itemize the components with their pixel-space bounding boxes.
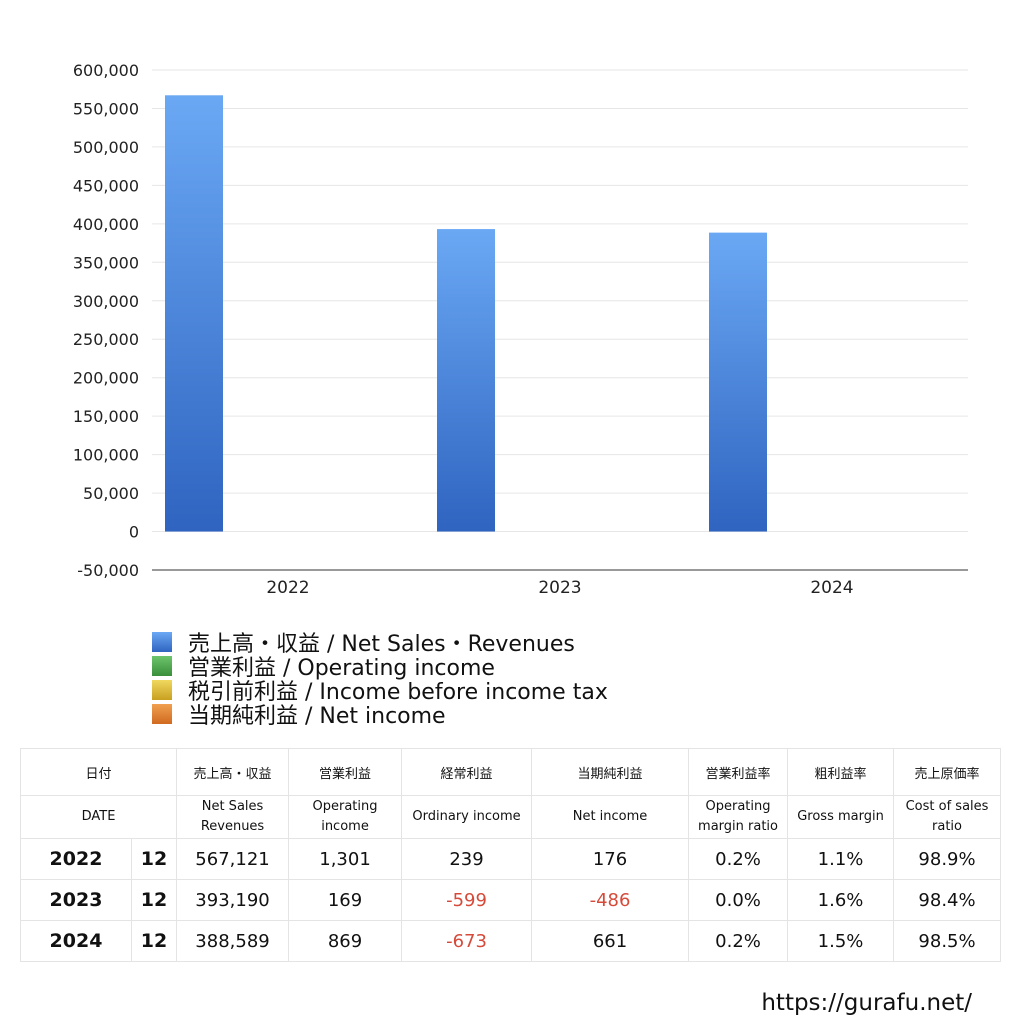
header-op-margin-jp: 営業利益率	[688, 748, 789, 796]
y-tick-label: 250,000	[73, 330, 139, 349]
y-tick-label: 400,000	[73, 215, 139, 234]
legend-item: 税引前利益 / Income before income tax	[152, 678, 608, 705]
header-row-jp: 日付 売上高・収益 営業利益 経常利益 当期純利益 営業利益率 粗利益率 売上原…	[19, 748, 1002, 796]
cell-month: 12	[130, 920, 178, 962]
y-tick-label: 100,000	[73, 446, 139, 465]
cell-cost: 98.5%	[893, 920, 1002, 962]
cell-gross: 1.1%	[787, 838, 895, 880]
y-tick-label: 600,000	[73, 61, 139, 80]
legend-item: 売上高・収益 / Net Sales・Revenues	[152, 630, 608, 657]
y-axis-ticks: 600,000 550,000 500,000 450,000 400,000 350,0…	[73, 61, 139, 580]
legend-swatch-operating	[152, 656, 172, 676]
legend-item: 営業利益 / Operating income	[152, 654, 608, 681]
table-row: 2024 12 388,589 869 -673 661 0.2% 1.5% 9…	[20, 920, 1002, 962]
header-date-jp: 日付	[19, 748, 178, 796]
header-cost-en: Cost of sales ratio	[893, 795, 1002, 839]
site-url[interactable]: https://gurafu.net/	[761, 990, 972, 1016]
cell-net: 176	[531, 838, 690, 880]
table-row: 2023 12 393,190 169 -599 -486 0.0% 1.6% …	[20, 879, 1002, 921]
header-sales-en: Net Sales Revenues	[176, 795, 290, 839]
cell-month: 12	[130, 838, 178, 880]
cell-gross: 1.5%	[787, 920, 895, 962]
cell-operating: 1,301	[288, 838, 403, 880]
cell-net: -486	[531, 879, 690, 921]
y-tick-label: 350,000	[73, 253, 139, 272]
cell-ordinary: -599	[401, 879, 533, 921]
header-sales-jp: 売上高・収益	[176, 748, 290, 796]
cell-year: 2023	[20, 879, 132, 921]
y-tick-label: 0	[129, 523, 139, 542]
cell-op-margin: 0.2%	[688, 838, 789, 880]
cell-operating: 869	[288, 920, 403, 962]
header-ordinary-en: Ordinary income	[401, 795, 533, 839]
cell-op-margin: 0.0%	[688, 879, 789, 921]
cell-sales: 388,589	[176, 920, 290, 962]
header-gross-jp: 粗利益率	[787, 748, 895, 796]
cell-net: 661	[531, 920, 690, 962]
y-tick-label: 300,000	[73, 292, 139, 311]
legend-label: 当期純利益 / Net income	[188, 704, 446, 729]
cell-year: 2024	[20, 920, 132, 962]
legend-label: 営業利益 / Operating income	[188, 656, 495, 681]
legend-swatch-pretax	[152, 680, 172, 700]
legend-swatch-sales	[152, 632, 172, 652]
cell-operating: 169	[288, 879, 403, 921]
header-gross-en: Gross margin	[787, 795, 895, 839]
y-tick-label: 550,000	[73, 99, 139, 118]
header-op-margin-en: Operating margin ratio	[688, 795, 789, 839]
x-tick-label: 2023	[538, 578, 581, 598]
cell-sales: 567,121	[176, 838, 290, 880]
header-operating-en: Operating income	[288, 795, 403, 839]
x-axis-ticks: 2022 2023 2024	[266, 578, 853, 598]
cell-cost: 98.4%	[893, 879, 1002, 921]
legend-swatch-net	[152, 704, 172, 724]
header-ordinary-jp: 経常利益	[401, 748, 533, 796]
x-tick-label: 2022	[266, 578, 309, 598]
legend-label: 売上高・収益 / Net Sales・Revenues	[188, 632, 575, 657]
header-date-en: DATE	[19, 795, 178, 839]
cell-op-margin: 0.2%	[688, 920, 789, 962]
header-row-en: DATE Net Sales Revenues Operating income…	[19, 795, 1002, 839]
cell-gross: 1.6%	[787, 879, 895, 921]
header-cost-jp: 売上原価率	[893, 748, 1002, 796]
y-tick-label: 450,000	[73, 176, 139, 195]
y-tick-label: 500,000	[73, 138, 139, 157]
cell-ordinary: -673	[401, 920, 533, 962]
x-tick-label: 2024	[810, 578, 853, 598]
y-tick-label: 50,000	[83, 484, 139, 503]
y-tick-label: -50,000	[77, 561, 139, 580]
legend: 売上高・収益 / Net Sales・Revenues 営業利益 / Opera…	[152, 630, 608, 729]
bar-net-sales-2022	[165, 95, 223, 532]
gridlines	[152, 69, 968, 571]
header-net-en: Net income	[531, 795, 690, 839]
y-tick-label: 200,000	[73, 369, 139, 388]
financial-table: 日付 売上高・収益 営業利益 経常利益 当期純利益 営業利益率 粗利益率 売上原…	[19, 748, 1002, 962]
cell-ordinary: 239	[401, 838, 533, 880]
table-row: 2022 12 567,121 1,301 239 176 0.2% 1.1% …	[20, 838, 1002, 880]
cell-cost: 98.9%	[893, 838, 1002, 880]
cell-sales: 393,190	[176, 879, 290, 921]
bar-net-sales-2023	[437, 229, 495, 532]
header-operating-jp: 営業利益	[288, 748, 403, 796]
bar-net-sales-2024	[709, 232, 767, 532]
cell-year: 2022	[20, 838, 132, 880]
bar-chart: 600,000 550,000 500,000 450,000 400,000 350,0…	[73, 61, 968, 598]
header-net-jp: 当期純利益	[531, 748, 690, 796]
legend-item: 当期純利益 / Net income	[152, 702, 608, 729]
legend-label: 税引前利益 / Income before income tax	[188, 680, 608, 705]
y-tick-label: 150,000	[73, 407, 139, 426]
cell-month: 12	[130, 879, 178, 921]
bars	[165, 95, 767, 532]
